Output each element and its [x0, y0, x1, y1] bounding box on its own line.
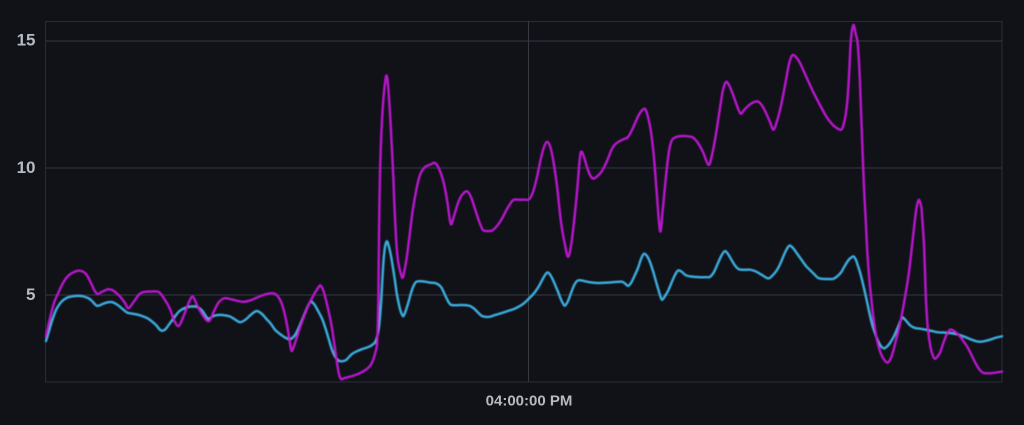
svg-text:04:00:00 PM: 04:00:00 PM	[486, 393, 573, 410]
svg-text:15: 15	[17, 31, 36, 50]
svg-text:10: 10	[17, 158, 36, 177]
svg-text:5: 5	[26, 285, 35, 304]
